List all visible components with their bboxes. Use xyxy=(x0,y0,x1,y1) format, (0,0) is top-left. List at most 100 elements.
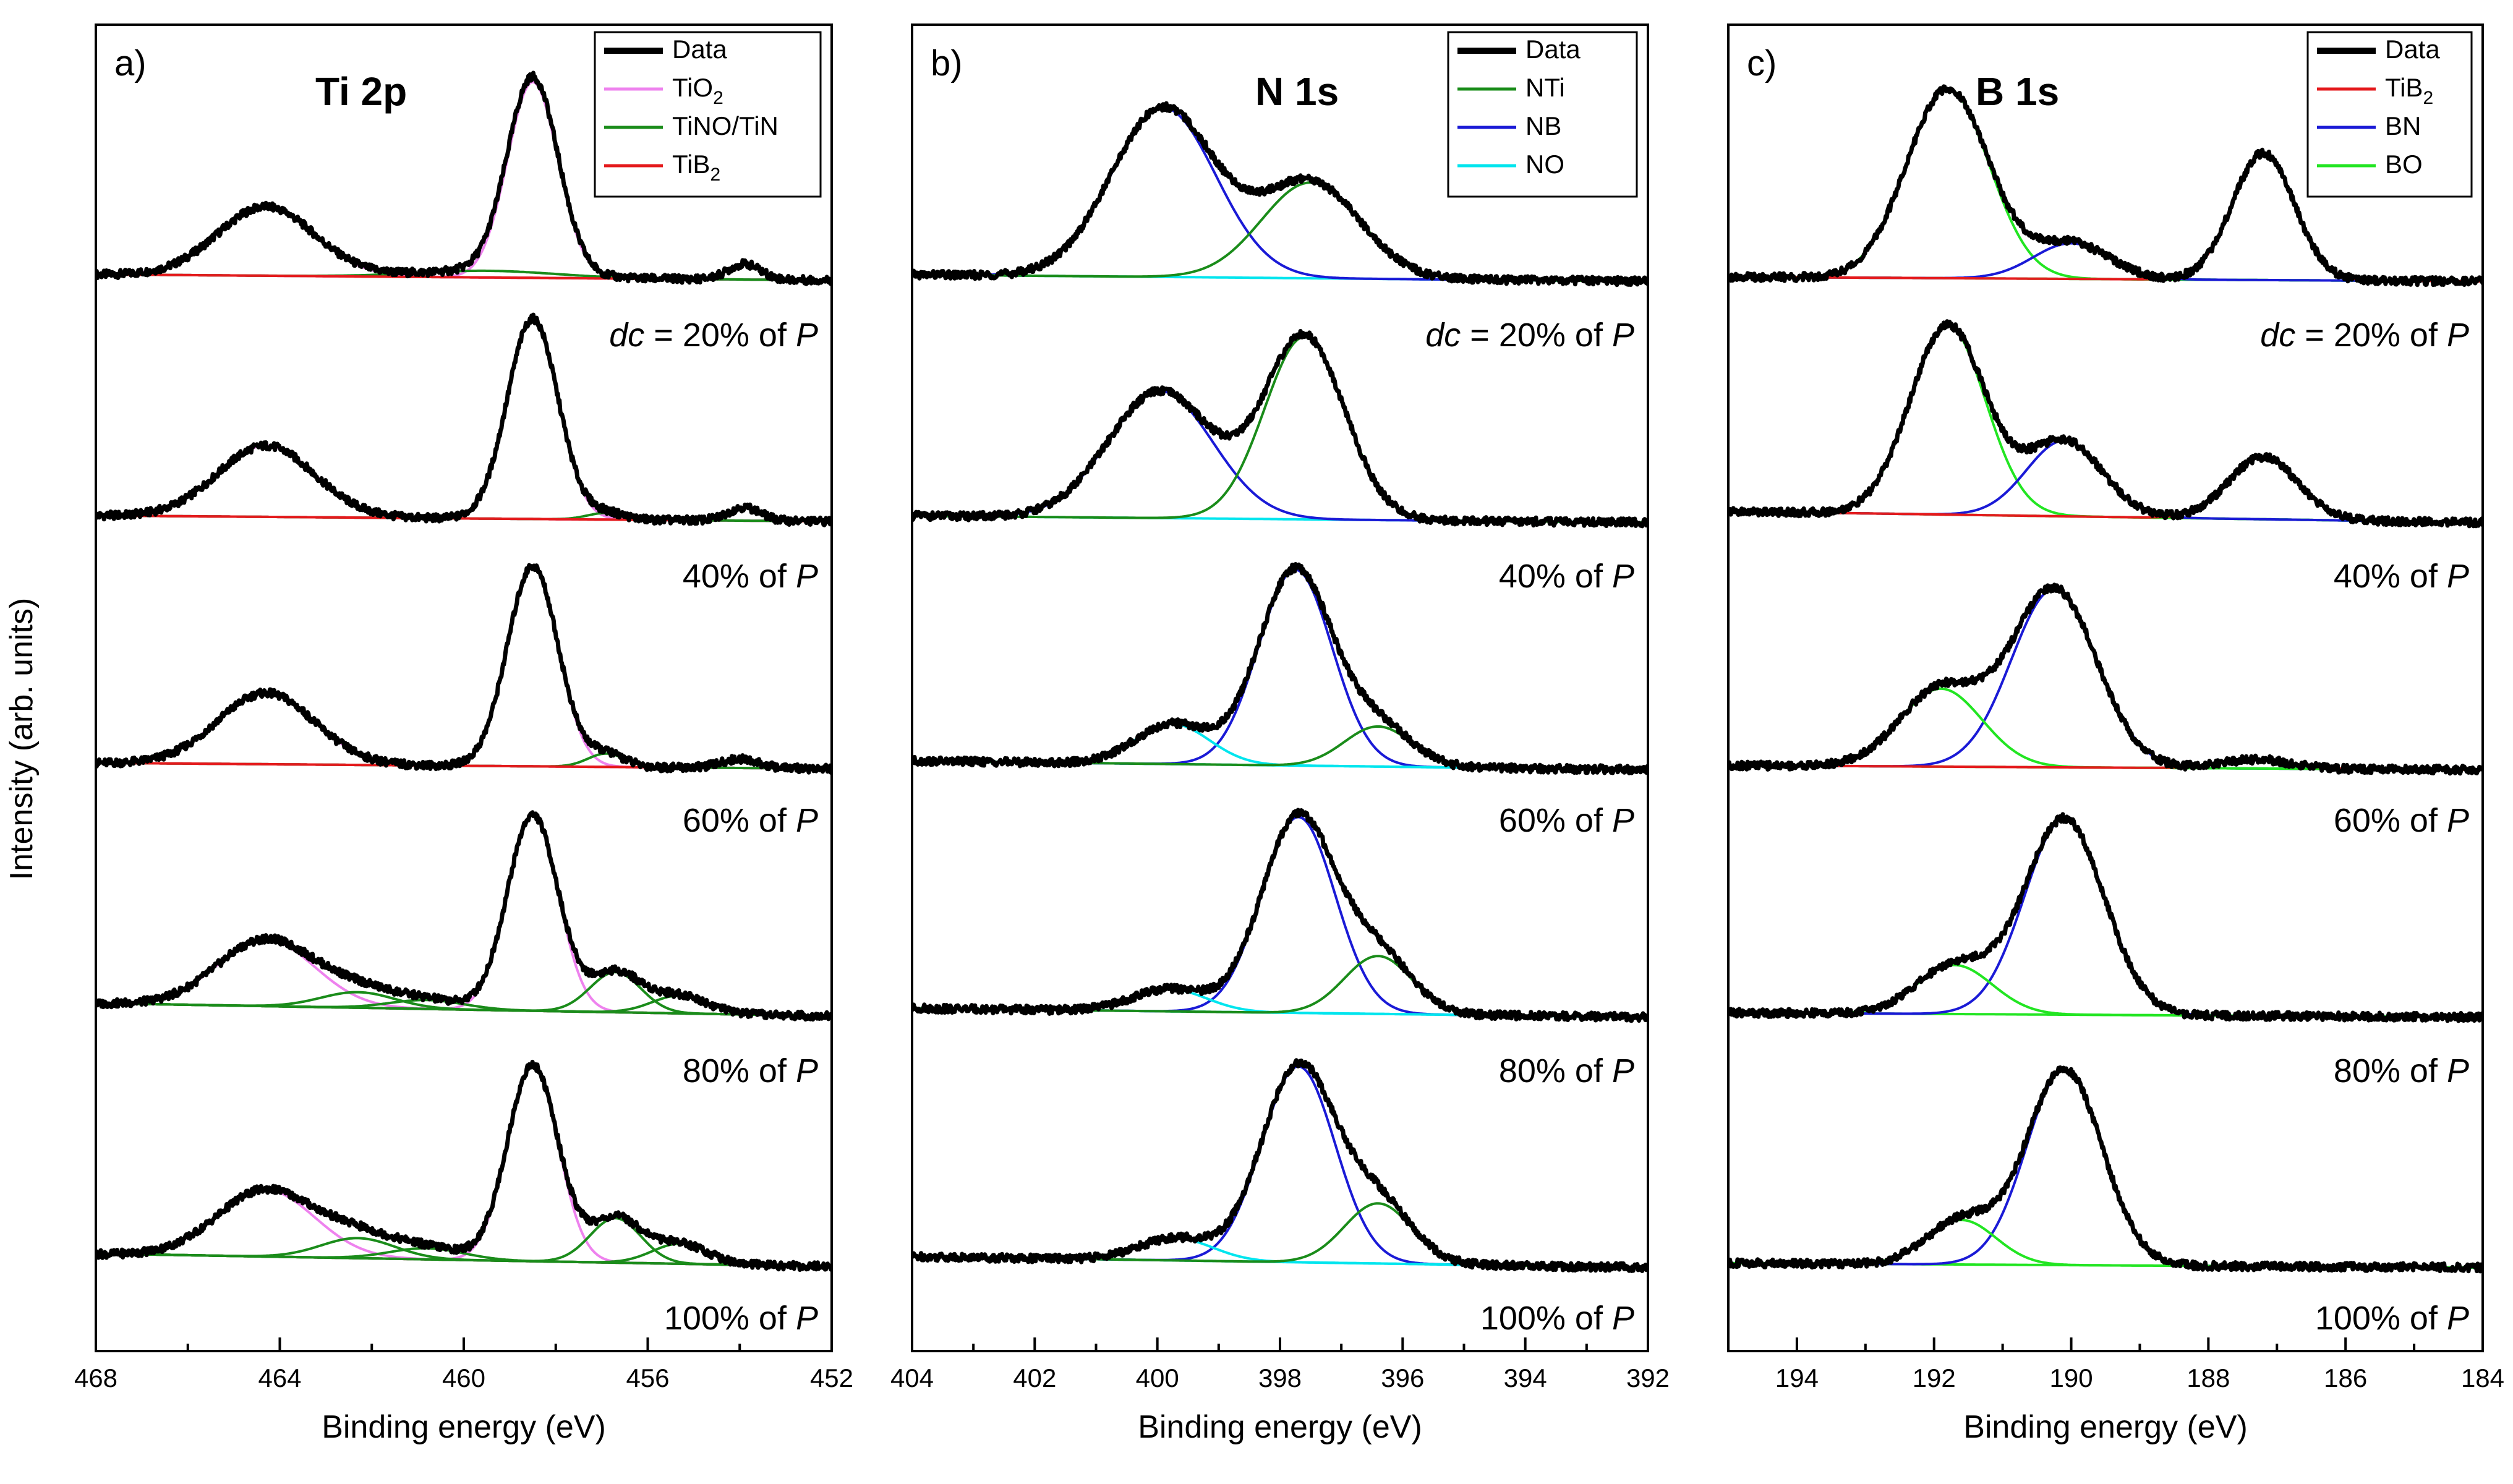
x-tick-label: 394 xyxy=(1504,1363,1547,1392)
trace-5 xyxy=(912,1058,1648,1273)
trace-label-text: 40% of xyxy=(1499,558,1612,595)
legend: Data TiO2 TiNO/TiN TiB2 xyxy=(594,31,822,198)
legend-label-text: NO xyxy=(1525,150,1564,179)
legend-label-subscript: 2 xyxy=(710,164,720,185)
trace-label-2: 40% of P xyxy=(1499,558,1634,595)
trace-label-5: 100% of P xyxy=(1480,1300,1634,1337)
legend-label: Data xyxy=(2385,35,2440,64)
data-curve xyxy=(96,70,832,286)
trace-label-4: 80% of P xyxy=(2334,1052,2469,1090)
component-peak-nti xyxy=(912,335,1648,524)
x-tick-label: 190 xyxy=(2050,1363,2093,1392)
trace-label-3: 60% of P xyxy=(1499,802,1634,839)
component-peak-nb xyxy=(912,816,1648,1018)
x-tick-label: 468 xyxy=(74,1363,117,1392)
component-peak-bn xyxy=(1728,1068,2483,1269)
x-axis-label: Binding energy (eV) xyxy=(1138,1409,1422,1445)
legend-frame xyxy=(2306,31,2473,198)
legend-label-text: Data xyxy=(2385,35,2440,64)
trace-label-prefix: dc xyxy=(2260,317,2295,354)
trace-label-1: dc = 20% of P xyxy=(609,317,818,354)
x-tick-label: 184 xyxy=(2461,1363,2504,1392)
trace-5 xyxy=(96,1059,832,1272)
trace-label-text: 80% of xyxy=(1499,1052,1612,1090)
component-peak-bn xyxy=(1728,817,2483,1018)
legend-frame xyxy=(594,31,822,198)
trace-label-4: 80% of P xyxy=(1499,1052,1634,1090)
trace-label-text: 80% of xyxy=(2334,1052,2447,1090)
data-curve xyxy=(1728,84,2483,288)
data-curve xyxy=(912,808,1648,1023)
trace-label-suffix: P xyxy=(796,317,818,354)
component-peak-nb xyxy=(912,390,1648,524)
plot-frame xyxy=(95,23,833,1352)
legend-label-text: TiNO/TiN xyxy=(672,111,779,140)
trace-5 xyxy=(1728,1065,2483,1274)
trace-label-suffix: P xyxy=(1612,1300,1634,1337)
legend-label-text: Data xyxy=(1525,35,1581,64)
legend-label-text: NB xyxy=(1525,111,1561,140)
x-tick-label: 192 xyxy=(1913,1363,1956,1392)
trace-label-text: = 20% of xyxy=(644,317,796,354)
trace-label-text: 60% of xyxy=(1499,802,1612,839)
legend-label: TiB2 xyxy=(672,150,720,185)
data-curve xyxy=(912,1058,1648,1273)
trace-label-suffix: P xyxy=(2447,1300,2469,1337)
trace-label-suffix: P xyxy=(796,1052,818,1090)
data-curve xyxy=(1728,1065,2483,1274)
component-peak-tio2 xyxy=(96,1064,832,1268)
trace-label-text: 60% of xyxy=(683,802,796,839)
legend-label: TiB2 xyxy=(2385,73,2433,108)
x-tick-label: 402 xyxy=(1013,1363,1056,1392)
trace-label-suffix: P xyxy=(2447,802,2469,839)
trace-label-2: 40% of P xyxy=(683,558,818,595)
legend-label-text: BN xyxy=(2385,111,2421,140)
trace-label-suffix: P xyxy=(796,802,818,839)
legend-label-text: BO xyxy=(2385,150,2423,179)
legend: Data TiB2 BN BO xyxy=(2306,31,2473,198)
x-tick-label: 194 xyxy=(1775,1363,1819,1392)
trace-2 xyxy=(912,329,1648,529)
trace-label-text: 60% of xyxy=(2334,802,2447,839)
data-curve xyxy=(1728,812,2483,1023)
plot-frame xyxy=(1727,23,2484,1352)
legend-label-subscript: 2 xyxy=(2423,88,2433,108)
legend-label: NTi xyxy=(1525,73,1565,102)
trace-2 xyxy=(96,312,832,527)
data-curve xyxy=(96,1059,832,1272)
trace-label-text: 40% of xyxy=(2334,558,2447,595)
component-peak-bo xyxy=(1728,324,2483,524)
trace-label-text: 40% of xyxy=(683,558,796,595)
legend-label: Data xyxy=(1525,35,1581,64)
x-tick-label: 392 xyxy=(1626,1363,1670,1392)
trace-label-text: = 20% of xyxy=(1461,317,1612,354)
trace-3 xyxy=(96,563,832,775)
trace-3 xyxy=(912,562,1648,775)
panel-a: 468 464 460 456 452 Binding energy (eV) a) Ti 2… xyxy=(74,23,853,1445)
trace-label-suffix: P xyxy=(796,1300,818,1337)
data-curve xyxy=(912,101,1648,288)
component-peak-tino-tin xyxy=(96,1247,832,1268)
x-tick-label: 456 xyxy=(626,1363,669,1392)
panel-c: 194 192 190 188 186 184 Binding energy (eV) c) B… xyxy=(1727,23,2504,1445)
trace-1 xyxy=(96,70,832,286)
panel-letter: b) xyxy=(931,43,963,83)
panel-b: 404 402 400 398 396 394 392 Binding energy (eV)… xyxy=(890,23,1670,1445)
panel-letter: c) xyxy=(1747,43,1777,83)
legend-label: Data xyxy=(672,35,727,64)
panel-plot-area xyxy=(96,70,832,1272)
trace-label-3: 60% of P xyxy=(2334,802,2469,839)
plot-frame xyxy=(911,23,1649,1352)
legend-frame xyxy=(1447,31,1638,198)
panel-plot-area xyxy=(912,101,1648,1273)
panel-plot-area xyxy=(1728,84,2483,1274)
data-curve xyxy=(1728,319,2483,529)
legend-label-text: Data xyxy=(672,35,727,64)
trace-3 xyxy=(1728,582,2483,776)
component-peak-bo xyxy=(1728,687,2483,771)
data-curve xyxy=(96,810,832,1022)
legend-label: BO xyxy=(2385,150,2423,179)
x-tick-label: 396 xyxy=(1381,1363,1424,1392)
legend-label: TiO2 xyxy=(672,73,723,108)
